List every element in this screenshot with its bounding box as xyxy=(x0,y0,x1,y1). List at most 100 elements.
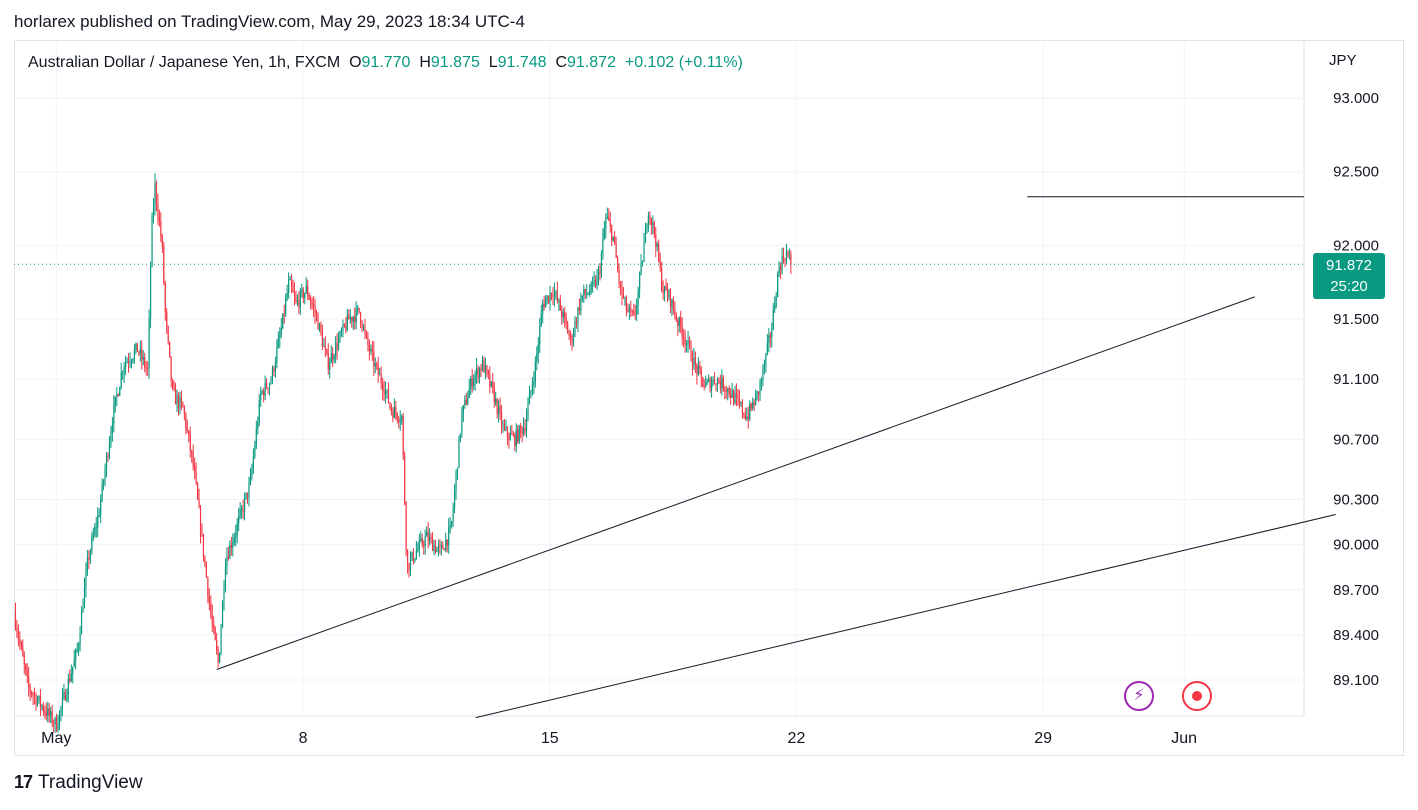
candle-body xyxy=(531,384,534,391)
y-tick-label: 91.500 xyxy=(1333,311,1379,328)
candle-body xyxy=(208,596,210,603)
candle-body xyxy=(483,359,485,373)
y-tick-label: 91.100 xyxy=(1333,371,1379,388)
candle-body xyxy=(784,260,786,262)
candle-body xyxy=(383,390,385,395)
candle-body xyxy=(163,245,165,284)
candle-body xyxy=(226,556,228,567)
candle-body xyxy=(429,536,431,542)
candle-body xyxy=(612,236,614,241)
candle-body xyxy=(53,723,55,725)
candle-body xyxy=(230,544,232,548)
candle-body xyxy=(86,557,89,572)
candle-body xyxy=(102,480,105,484)
candle-body xyxy=(214,627,216,640)
candle-body xyxy=(219,653,221,663)
candle-body xyxy=(423,544,425,547)
candle-body xyxy=(282,313,284,329)
candle-body xyxy=(772,309,774,330)
candle-body xyxy=(760,378,763,382)
candle-body xyxy=(47,708,49,716)
candle-body xyxy=(38,695,40,700)
candle-body xyxy=(594,280,597,286)
candle-body xyxy=(51,711,53,724)
candle-body xyxy=(326,349,328,354)
candle-body xyxy=(687,339,689,344)
candle-body xyxy=(122,372,124,374)
candle-body xyxy=(572,333,575,343)
candle-body xyxy=(486,365,488,371)
candle-body xyxy=(451,521,453,525)
candle-body xyxy=(771,329,773,338)
candle-body xyxy=(329,363,331,370)
candle-body xyxy=(236,523,238,535)
candle-body xyxy=(76,649,78,651)
candle-body xyxy=(142,357,144,360)
candle-body xyxy=(746,416,748,419)
candle-body xyxy=(327,353,329,370)
candle-body xyxy=(136,343,138,352)
chart-frame[interactable] xyxy=(14,40,1404,756)
candle-body xyxy=(558,299,560,301)
support-trendline-2[interactable] xyxy=(475,514,1336,719)
candle-body xyxy=(280,328,282,335)
candle-body xyxy=(434,545,437,553)
candle-body xyxy=(186,428,188,431)
candle-body xyxy=(202,534,205,557)
candle-body xyxy=(19,638,21,644)
drawing-lines xyxy=(14,196,1336,719)
candle-body xyxy=(117,394,119,396)
candle-body xyxy=(377,364,379,376)
candle-body xyxy=(785,251,788,261)
candle-body xyxy=(593,280,595,283)
y-tick-label: 89.100 xyxy=(1333,672,1379,689)
candle-body xyxy=(503,425,506,430)
candle-body xyxy=(763,365,766,367)
candle-body xyxy=(710,383,713,391)
candle-body xyxy=(614,236,616,244)
candle-body xyxy=(691,360,694,367)
candle-body xyxy=(766,342,768,354)
close-label: C xyxy=(555,54,568,71)
candle-body xyxy=(678,317,680,327)
candle-body xyxy=(311,302,313,306)
support-trendline-1[interactable] xyxy=(216,296,1255,670)
candle-body xyxy=(376,363,378,365)
candle-body xyxy=(29,687,31,693)
candle-body xyxy=(605,217,607,230)
candle-body xyxy=(530,390,532,394)
candle-body xyxy=(443,549,445,551)
candle-body xyxy=(54,717,56,725)
record-button[interactable] xyxy=(1182,681,1212,711)
candle-body xyxy=(521,428,523,434)
candle-body xyxy=(235,534,237,538)
candle-body xyxy=(641,261,644,263)
candle-body xyxy=(675,316,677,321)
candle-body xyxy=(57,725,59,731)
candle-body xyxy=(315,313,318,316)
candle-body xyxy=(31,692,33,695)
candle-body xyxy=(652,222,654,225)
lightning-button[interactable]: ⚡ xyxy=(1124,681,1154,711)
candle-body xyxy=(233,537,235,543)
candle-body xyxy=(16,627,18,633)
candle-body xyxy=(292,286,294,293)
candle-body xyxy=(571,336,573,343)
candle-body xyxy=(580,297,582,311)
price-chart[interactable]: 93.000 92.500 92.000 91.500 91.100 90.700 90.3… xyxy=(14,40,1404,756)
open-value: 91.770 xyxy=(361,54,411,71)
candle-body xyxy=(110,432,112,444)
open-label: O xyxy=(349,54,362,71)
candle-body xyxy=(242,508,244,513)
candle-body xyxy=(345,325,347,331)
candle-body xyxy=(615,243,617,259)
candle-body xyxy=(553,292,556,297)
candle-body xyxy=(427,532,429,542)
candle-body xyxy=(449,524,451,528)
candle-body xyxy=(270,381,272,384)
candle-body xyxy=(293,292,296,297)
candle-body xyxy=(221,601,224,628)
low-label: L xyxy=(488,54,498,71)
candle-body xyxy=(298,300,300,308)
axis-labels: 93.000 92.500 92.000 91.500 91.100 90.700 90.3… xyxy=(41,90,1379,747)
